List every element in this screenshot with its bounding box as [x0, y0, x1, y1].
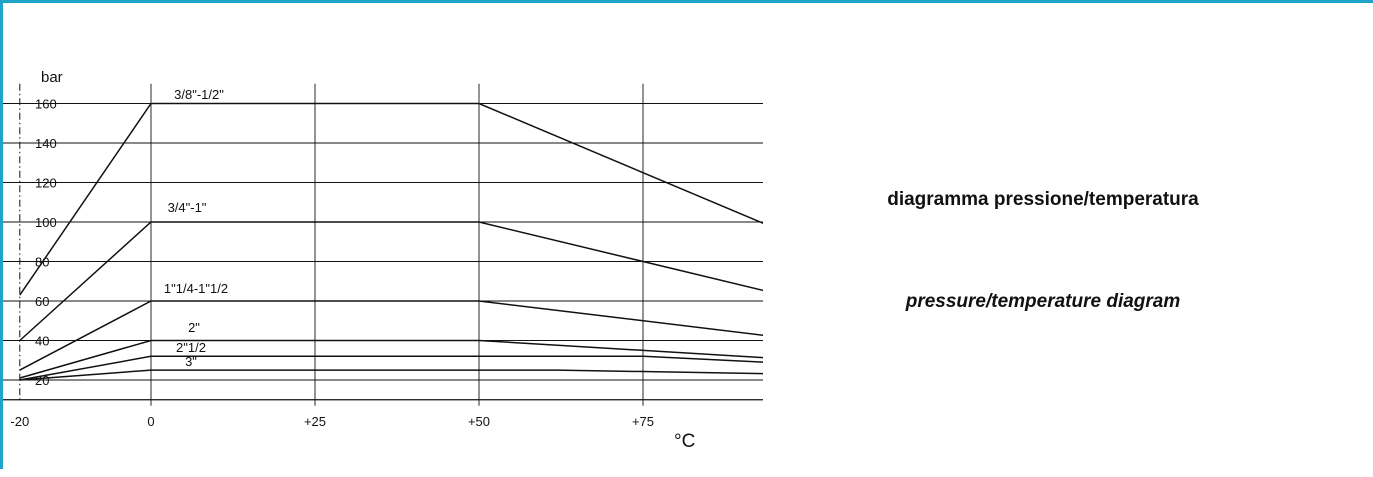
series-label-1: 3/8"-1/2"	[174, 87, 224, 102]
x-tick-label-75: +75	[632, 414, 654, 429]
series-group	[19, 102, 1136, 381]
series-label-3: 1"1/4-1"1/2	[164, 281, 228, 296]
caption-english: pressure/temperature diagram	[905, 291, 1181, 312]
x-tick-label-50: +50	[468, 414, 490, 429]
axes	[0, 399, 1167, 401]
caption-italian: diagramma pressione/temperatura	[887, 189, 1199, 210]
series-line-1	[19, 102, 1136, 381]
y-axis-label: bar	[41, 69, 63, 86]
series-label-5: 2"1/2	[176, 340, 206, 355]
y-tick-label-100: 100	[35, 215, 57, 230]
x-tick-label-0: 0	[147, 414, 154, 429]
series-line-6	[19, 369, 1136, 381]
grid	[0, 83, 1167, 406]
y-tick-label-20: 20	[35, 373, 49, 388]
x-tick-label--20: -20	[10, 414, 29, 429]
y-tick-label-80: 80	[35, 255, 49, 270]
y-tick-label-120: 120	[35, 176, 57, 191]
x-axis-label: °C	[674, 431, 695, 452]
labels: 20406080100120140160-200+25+50+75+100+12…	[10, 69, 1149, 452]
y-tick-label-160: 160	[35, 97, 57, 112]
series-label-6: 3"	[185, 354, 197, 369]
series-label-4: 2"	[188, 320, 200, 335]
chart-container: 20406080100120140160-200+25+50+75+100+12…	[0, 3, 1167, 472]
series-line-5	[19, 355, 1136, 381]
x-tick-label-25: +25	[304, 414, 326, 429]
y-tick-label-40: 40	[35, 334, 49, 349]
pressure-temperature-chart: 20406080100120140160-200+25+50+75+100+12…	[0, 69, 1167, 452]
series-label-2: 3/4"-1"	[168, 200, 207, 215]
y-tick-label-60: 60	[35, 294, 49, 309]
y-tick-label-140: 140	[35, 136, 57, 151]
